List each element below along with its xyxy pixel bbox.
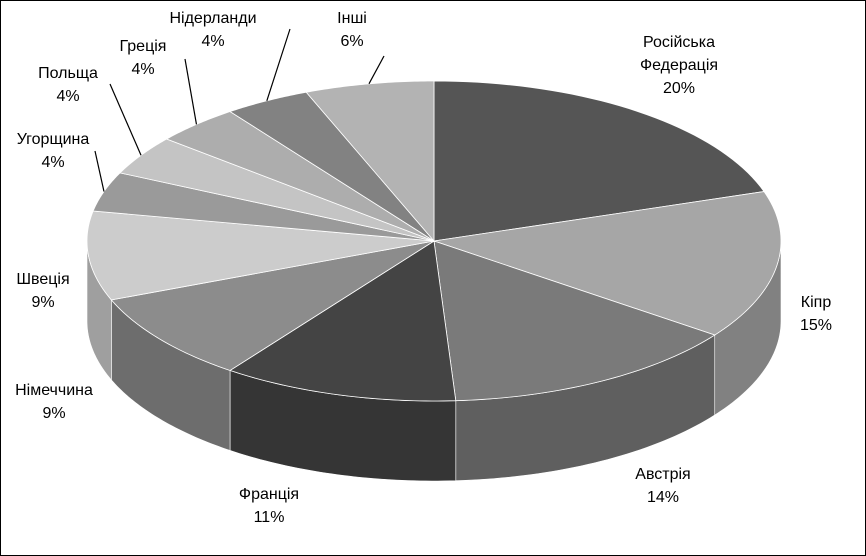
slice-label: Франція 11%	[204, 483, 334, 529]
slice	[433, 80, 765, 242]
category-name: Кіпр	[800, 294, 832, 311]
slice	[86, 210, 435, 381]
percent-label: 20%	[662, 80, 696, 97]
slice-top	[119, 138, 435, 242]
slice-top	[229, 240, 457, 402]
slice-label: Нідерланди 4%	[148, 7, 278, 53]
leader-line	[266, 28, 291, 101]
slice-top	[433, 191, 782, 336]
percent-label: 11%	[253, 509, 285, 526]
percent-label: 9%	[31, 294, 55, 311]
category-name: Нідерланди	[169, 10, 257, 27]
percent-label: 9%	[42, 405, 66, 422]
percent-label: 4%	[41, 154, 65, 171]
category-name: Угорщина	[16, 131, 90, 148]
slice-label: Австрія 14%	[598, 463, 728, 509]
slice-top	[110, 240, 435, 371]
category-name: Німеччина	[15, 382, 93, 399]
slice-label: Російська Федерація 20%	[614, 31, 744, 100]
leader-line	[94, 150, 105, 192]
slice-label: Кіпр 15%	[751, 291, 865, 337]
percent-label: 4%	[131, 61, 155, 78]
leader-line	[184, 58, 198, 125]
percent-label: 14%	[646, 489, 680, 506]
category-name: Інші	[337, 10, 367, 27]
category-name: Швеція	[16, 271, 70, 288]
slice	[433, 240, 716, 481]
slice-top	[86, 210, 435, 301]
percent-label: 4%	[201, 33, 225, 50]
category-name: Греція	[119, 38, 167, 55]
leader-line	[109, 83, 142, 156]
category-name: Австрія	[635, 466, 691, 483]
percent-label: 6%	[340, 33, 364, 50]
percent-label: 15%	[799, 317, 833, 334]
category-name: Польща	[38, 65, 98, 82]
leader-line	[368, 55, 385, 85]
slice-label: Польща 4%	[3, 62, 133, 108]
percent-label: 4%	[56, 88, 80, 105]
slice	[229, 91, 435, 242]
slice-label: Швеція 9%	[1, 268, 108, 314]
slice	[119, 138, 435, 242]
slice-label: Інші 6%	[287, 7, 417, 53]
slice-top	[433, 240, 716, 402]
slice-label: Греція 4%	[78, 35, 208, 81]
slice-label: Угорщина 4%	[1, 128, 118, 174]
category-name: Франція	[238, 486, 300, 503]
slice-top	[229, 91, 435, 242]
category-name: Російська Федерація	[639, 34, 719, 74]
slice-top	[433, 80, 765, 242]
slice-label: Німеччина 9%	[1, 379, 119, 425]
slice	[433, 191, 782, 416]
